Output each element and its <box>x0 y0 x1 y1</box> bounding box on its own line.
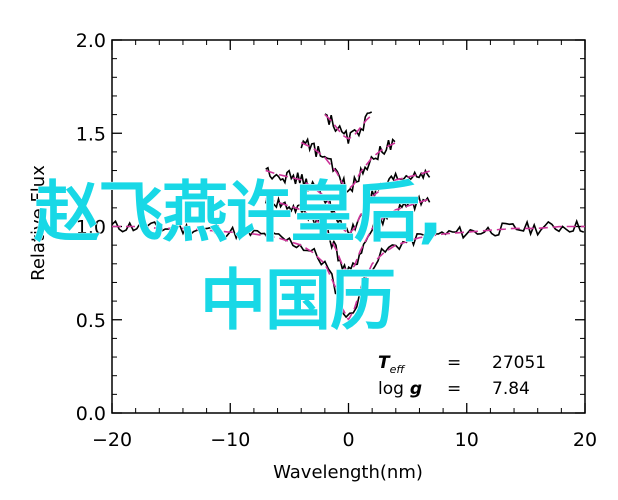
observed-spectrum-line <box>265 166 431 236</box>
x-tick-label: −10 <box>210 429 250 451</box>
overlay-caption-line1: 赵飞燕许皇后, <box>33 174 443 251</box>
logg-label: log g <box>378 379 422 399</box>
y-tick-label: 1.5 <box>76 123 106 145</box>
logg-value: 7.84 <box>492 379 530 399</box>
logg-equals: = <box>447 379 461 399</box>
x-axis-title: Wavelength(nm) <box>273 462 423 483</box>
x-tick-label: −20 <box>92 429 132 451</box>
overlay-caption-line2: 中国历 <box>200 262 397 339</box>
model-fit-line <box>265 169 432 236</box>
model-fit-line <box>300 141 397 191</box>
y-tick-label: 2.0 <box>76 30 106 52</box>
teff-label: Teff <box>378 353 405 376</box>
annotation-block: Teff = 27051 log g = 7.84 <box>378 353 546 399</box>
model-fit-line <box>324 114 373 140</box>
y-tick-label: 0.0 <box>76 403 106 425</box>
model-fit-line <box>265 197 432 275</box>
observed-spectrum-line <box>300 137 396 194</box>
observed-spectrum-line <box>324 111 373 144</box>
x-tick-label: 20 <box>573 429 597 451</box>
plot-area <box>111 111 585 322</box>
x-tick-label: 0 <box>342 429 354 451</box>
chart-axes: −20 −10 0 10 20 0.0 0.5 1.0 1.5 2.0 <box>76 30 597 451</box>
y-tick-label: 1.0 <box>76 217 106 239</box>
y-tick-label: 0.5 <box>76 310 106 332</box>
teff-equals: = <box>447 353 461 373</box>
observed-spectrum-line <box>111 218 585 319</box>
model-fit-line <box>112 225 585 322</box>
teff-value: 27051 <box>492 353 546 373</box>
x-tick-label: 10 <box>455 429 479 451</box>
y-axis-title: Relative Flux <box>28 165 49 281</box>
